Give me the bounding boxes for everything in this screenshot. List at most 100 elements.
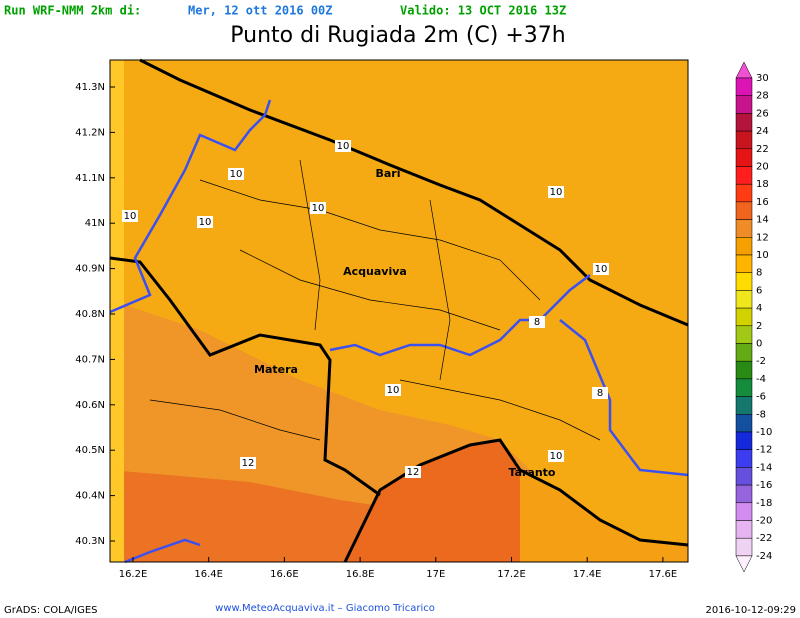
city-label: Acquaviva [343, 265, 407, 278]
colorbar-segment [735, 307, 753, 327]
colorbar-segment [735, 219, 753, 238]
contour-label: 12 [242, 458, 255, 469]
colorbar-label: 22 [756, 144, 769, 155]
colorbar-segment [735, 502, 753, 521]
colorbar-segment [735, 343, 753, 362]
run-date: Mer, 12 ott 2016 00Z [188, 4, 333, 18]
timestamp: 2016-10-12-09:29 [705, 605, 796, 616]
colorbar-label: -10 [756, 427, 772, 438]
colorbar-segment [735, 414, 753, 433]
contour-label: 10 [595, 264, 608, 275]
colorbar-segment [735, 290, 753, 309]
colorbar-segment [735, 325, 753, 344]
colorbar-segment [735, 201, 753, 220]
contour-label-bg [122, 210, 138, 222]
field-sea [345, 440, 520, 562]
colorbar-label: -16 [756, 480, 772, 491]
run-label: Run WRF-NMM 2km di: [4, 4, 141, 18]
contour-label-bg [592, 387, 608, 399]
contour-label: 10 [337, 141, 350, 152]
lat-label: 40.8N [75, 309, 105, 320]
colorbar-segment [735, 431, 753, 450]
contour-label: 8 [597, 388, 603, 399]
contour-label-bg [529, 316, 545, 328]
contour-label-bg [228, 168, 244, 180]
valid-date: Valido: 13 OCT 2016 13Z [400, 4, 566, 18]
lon-label: 16.6E [270, 569, 299, 580]
contour-label-bg [240, 457, 256, 469]
colorbar-label: 26 [756, 108, 769, 119]
contour-label: 10 [387, 385, 400, 396]
colorbar-segment [735, 166, 753, 185]
lat-label: 40.7N [75, 354, 105, 365]
colorbar-segment [735, 77, 753, 96]
colorbar-label: 0 [756, 339, 762, 350]
lat-label: 41.3N [75, 82, 105, 93]
colorbar-label: 28 [756, 91, 769, 102]
lon-label: 17.2E [497, 569, 526, 580]
title: Punto di Rugiada 2m (C) +37h [230, 23, 565, 48]
city-label: Matera [254, 363, 298, 376]
lon-label: 16.2E [119, 569, 148, 580]
lat-label: 40.9N [75, 264, 105, 275]
colorbar-label: -22 [756, 533, 772, 544]
colorbar-label: 2 [756, 321, 762, 332]
colorbar-label: 6 [756, 285, 762, 296]
contour-label: 10 [550, 451, 563, 462]
region-border [109, 99, 689, 564]
contour-label: 8 [534, 317, 540, 328]
colorbar-segment [735, 537, 753, 557]
lat-label: 41.1N [75, 173, 105, 184]
lat-label: 40.6N [75, 400, 105, 411]
contour-label-bg [405, 466, 421, 478]
colorbar-label: 10 [756, 250, 769, 261]
colorbar-segment [735, 183, 753, 203]
colorbar-label: 24 [756, 126, 769, 137]
colorbar-segment [735, 396, 753, 415]
colorbar-segment [735, 95, 753, 114]
contour-label-bg [197, 216, 213, 228]
colorbar-label: 20 [756, 162, 769, 173]
colorbar-label: -20 [756, 516, 772, 527]
lon-label: 16.8E [346, 569, 375, 580]
colorbar-segment [735, 520, 753, 539]
colorbar-label: 30 [756, 73, 769, 84]
lon-label: 17.6E [649, 569, 678, 580]
lon-label: 17E [426, 569, 445, 580]
colorbar-segment [735, 378, 753, 397]
colorbar-label: -24 [756, 551, 772, 562]
contour-label-bg [593, 263, 609, 275]
contour-label: 10 [312, 203, 325, 214]
frame [109, 59, 689, 563]
colorbar-label: -4 [756, 374, 766, 385]
colorbar-label: -12 [756, 445, 772, 456]
lat-label: 41N [85, 218, 105, 229]
lat-label: 40.5N [75, 445, 105, 456]
credit: GrADS: COLA/IGES [4, 605, 98, 616]
colorbar-cap [735, 555, 753, 573]
colorbar-segment [735, 272, 753, 291]
lat-label: 40.3N [75, 536, 105, 547]
colorbar-segment [735, 360, 753, 380]
site: www.MeteoAcquaviva.it – Giacomo Tricaric… [215, 603, 435, 614]
contour-label: 10 [199, 217, 212, 228]
colorbar-segment [735, 237, 753, 256]
lat-label: 40.4N [75, 491, 105, 502]
colorbar-label: -8 [756, 409, 766, 420]
field-edge [110, 60, 124, 562]
lon-label: 17.4E [573, 569, 602, 580]
colorbar-segment [735, 467, 753, 486]
colorbar-segment [735, 130, 753, 150]
colorbar-segment [735, 254, 753, 273]
lat-label: 41.2N [75, 127, 105, 138]
coastline [109, 58, 689, 563]
colorbar-cap [735, 61, 753, 79]
contour-label-bg [335, 140, 351, 152]
colorbar-label: -18 [756, 498, 772, 509]
colorbar-label: -14 [756, 462, 772, 473]
lon-label: 16.4E [194, 569, 223, 580]
colorbar-label: 14 [756, 215, 769, 226]
colorbar-label: 4 [756, 303, 762, 314]
colorbar-label: -2 [756, 356, 766, 367]
